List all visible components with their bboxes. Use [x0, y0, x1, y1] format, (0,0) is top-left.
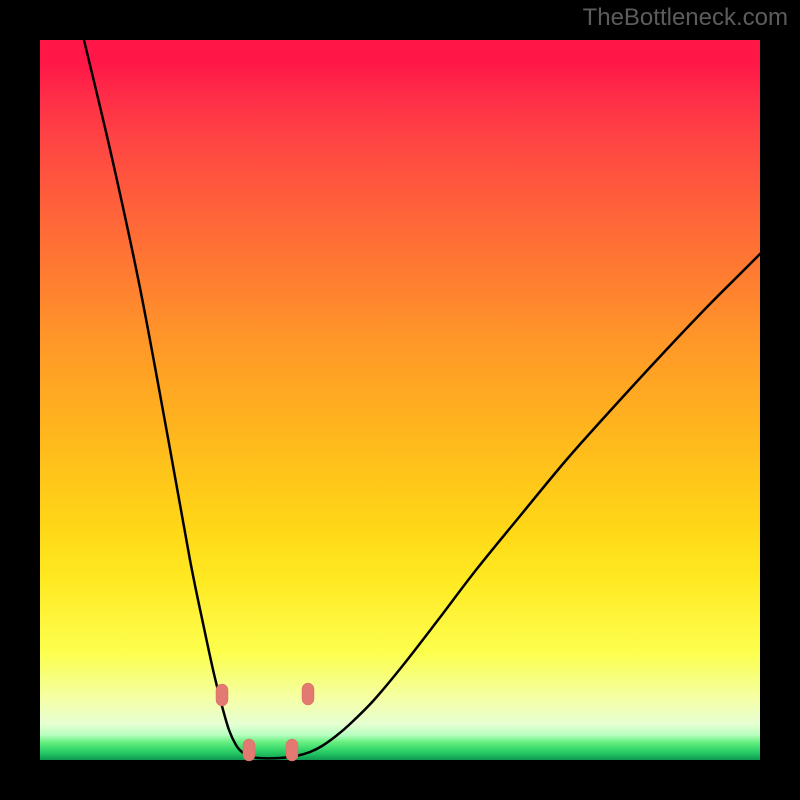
marker-point-2	[286, 739, 298, 761]
well-curve	[84, 40, 800, 758]
marker-group	[216, 683, 314, 761]
plot-area	[40, 40, 760, 760]
watermark-text: TheBottleneck.com	[583, 4, 788, 32]
curve-layer	[40, 40, 760, 760]
marker-point-3	[302, 683, 314, 705]
marker-point-1	[243, 739, 255, 761]
marker-point-0	[216, 684, 228, 706]
